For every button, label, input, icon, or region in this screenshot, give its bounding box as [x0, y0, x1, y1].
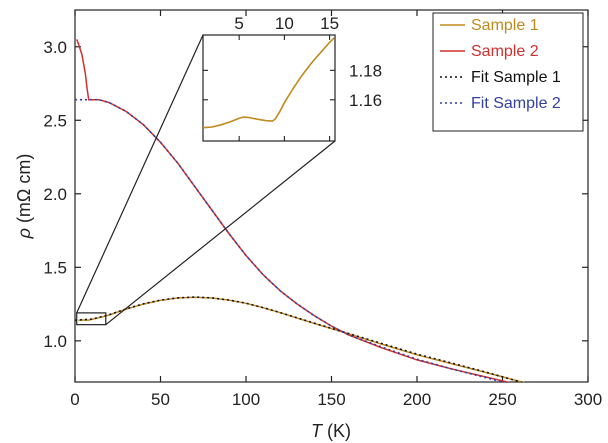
x-tick-label: 250	[488, 390, 516, 409]
inset-ticks: 5 10 15 1.16 1.18	[203, 14, 382, 141]
series-line-fit-sample-2	[75, 98, 506, 382]
zoom-connector-line	[105, 140, 336, 326]
inset-y-tick-label: 1.16	[349, 91, 382, 110]
inset-zoom-indicator	[76, 34, 336, 326]
legend-label: Sample 2	[471, 43, 539, 60]
x-tick-label: 0	[70, 390, 79, 409]
x-axis-symbol: T	[311, 421, 324, 441]
y-tick-label: 2.0	[43, 185, 67, 204]
y-tick-label: 2.5	[43, 111, 67, 130]
y-axis-title: ρ (mΩ cm)	[14, 154, 34, 240]
inset-series-lines	[203, 37, 335, 129]
inset-y-tick-label: 1.18	[349, 61, 382, 80]
series-lines	[75, 39, 526, 382]
x-tick-label: 200	[403, 390, 431, 409]
y-axis-unit: (mΩ cm)	[14, 154, 34, 228]
inset-x-tick-label: 15	[320, 14, 339, 33]
legend-box	[432, 12, 584, 132]
series-line-sample-1	[78, 296, 526, 382]
x-tick-label: 50	[151, 390, 170, 409]
y-tick-label: 3.0	[43, 38, 67, 57]
series-line-fit-sample-1	[75, 296, 524, 382]
y-axis-symbol: ρ	[14, 228, 34, 239]
y-axis-ticks: 1.0 1.5 2.0 2.5 3.0	[43, 38, 588, 351]
zoom-box	[76, 312, 107, 326]
x-axis-title: T (K)	[311, 421, 351, 441]
inset-x-tick-label: 10	[275, 14, 294, 33]
inset-frame	[202, 34, 336, 142]
x-axis-unit: (K)	[322, 421, 351, 441]
x-tick-label: 150	[317, 390, 345, 409]
inset-x-tick-label: 5	[234, 14, 243, 33]
legend-label: Fit Sample 1	[471, 69, 561, 86]
x-tick-label: 300	[574, 390, 602, 409]
legend-label: Sample 1	[471, 17, 539, 34]
inset-series-line	[203, 37, 335, 129]
y-tick-label: 1.5	[43, 258, 67, 277]
legend: Sample 1 Sample 2 Fit Sample 1 Fit Sample 2	[440, 17, 561, 112]
x-tick-label: 100	[232, 390, 260, 409]
zoom-connector-line	[76, 34, 204, 314]
legend-label: Fit Sample 2	[471, 95, 561, 112]
y-tick-label: 1.0	[43, 332, 67, 351]
x-axis-ticks: 0 50 100 150 200 250 300	[70, 10, 602, 409]
